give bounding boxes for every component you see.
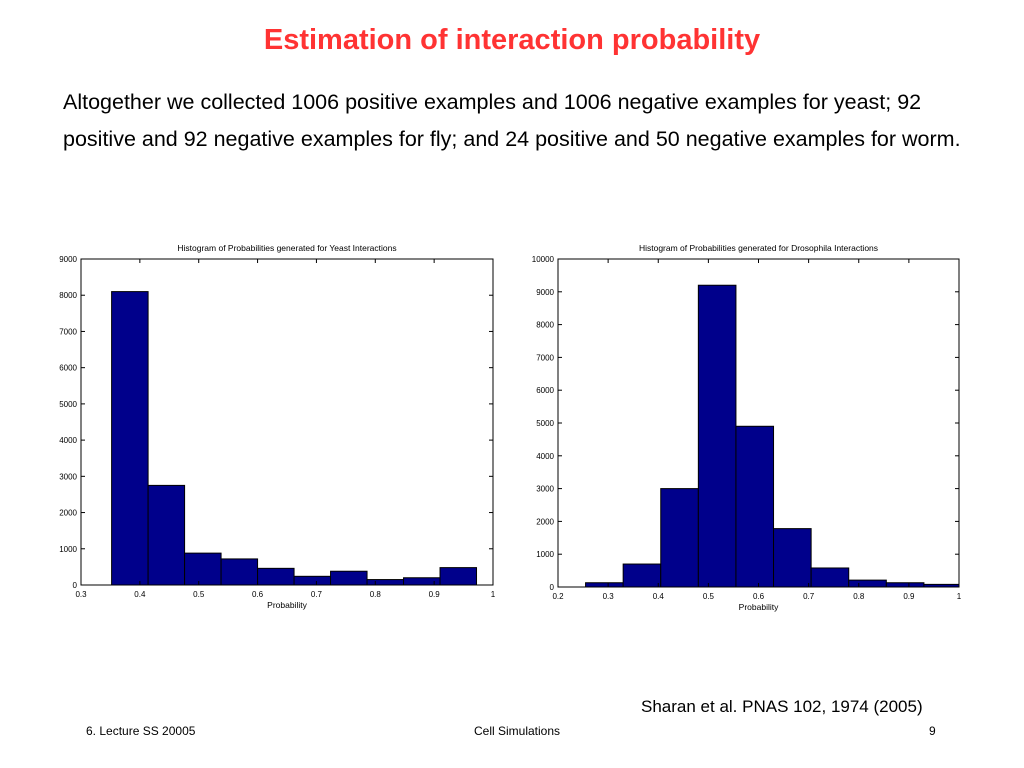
x-tick-label: 1 [491, 590, 496, 599]
histogram-bar [773, 528, 812, 588]
y-tick-label: 4000 [536, 452, 554, 461]
y-tick-label: 9000 [536, 288, 554, 297]
y-tick-label: 1000 [59, 545, 77, 554]
y-tick-label: 4000 [59, 436, 77, 445]
histogram-bar [330, 570, 368, 586]
x-tick-label: 0.7 [311, 590, 323, 599]
histogram-bar [810, 567, 850, 588]
footer-course: Cell Simulations [474, 724, 561, 738]
x-tick-label: 0.6 [753, 592, 765, 601]
y-tick-label: 1000 [536, 550, 554, 559]
histogram-bar [366, 579, 405, 586]
x-tick-label: 0.5 [193, 590, 205, 599]
drosophila-histogram: 0 1000 2000 3000 4000 5000 6000 7000 8000 9000 100… [532, 243, 962, 612]
yeast-histogram: 0 1000 2000 3000 4000 5000 6000 7000 8000 9000 0.3… [59, 243, 496, 610]
histogram-bar [147, 484, 186, 586]
footer-lecture: 6. Lecture SS 20005 [86, 724, 196, 738]
footer-page-number: 9 [929, 724, 936, 738]
histogram-bar [439, 567, 478, 586]
chart-title: Histogram of Probabilities generated for… [177, 243, 396, 253]
histogram-bar [220, 558, 259, 586]
y-tick-label: 0 [550, 583, 555, 592]
x-tick-label: 0.2 [552, 592, 564, 601]
x-axis-label: Probability [267, 600, 307, 610]
citation: Sharan et al. PNAS 102, 1974 (2005) [641, 697, 923, 716]
x-tick-label: 0.5 [703, 592, 715, 601]
x-tick-label: 0.6 [252, 590, 264, 599]
slide-title: Estimation of interaction probability [263, 24, 761, 56]
x-tick-label: 0.8 [370, 590, 382, 599]
x-tick-label: 0.4 [134, 590, 146, 599]
y-tick-label: 3000 [536, 485, 554, 494]
y-tick-label: 6000 [59, 364, 77, 373]
histogram-bar [184, 552, 222, 586]
chart-title: Histogram of Probabilities generated for… [639, 243, 878, 253]
x-tick-label: 0.3 [603, 592, 615, 601]
x-axis-label: Probability [739, 602, 779, 612]
histogram-bar [111, 291, 149, 586]
histogram-bar [697, 284, 737, 588]
y-tick-label: 0 [73, 581, 78, 590]
y-tick-label: 8000 [59, 291, 77, 300]
y-tick-label: 3000 [59, 472, 77, 481]
histogram-bar [257, 567, 295, 586]
histogram-bar [735, 425, 775, 588]
y-tick-label: 2000 [59, 509, 77, 518]
histogram-bar [660, 488, 699, 588]
y-tick-label: 6000 [536, 386, 554, 395]
x-tick-label: 0.7 [803, 592, 815, 601]
histogram-bar [293, 575, 332, 586]
histogram-bar [622, 563, 662, 588]
x-tick-label: 0.8 [853, 592, 865, 601]
histogram-bar [585, 582, 624, 588]
plot-frame [80, 258, 494, 586]
histogram-bar [848, 579, 887, 588]
x-tick-label: 0.4 [653, 592, 665, 601]
y-tick-label: 9000 [59, 255, 77, 264]
y-tick-label: 2000 [536, 517, 554, 526]
y-tick-label: 10000 [532, 255, 555, 264]
y-tick-label: 7000 [59, 327, 77, 336]
y-tick-label: 8000 [536, 321, 554, 330]
x-tick-label: 0.9 [429, 590, 441, 599]
y-tick-label: 5000 [59, 400, 77, 409]
y-tick-label: 7000 [536, 353, 554, 362]
x-tick-label: 1 [957, 592, 962, 601]
x-tick-label: 0.3 [75, 590, 87, 599]
y-tick-label: 5000 [536, 419, 554, 428]
histogram-bar [885, 582, 925, 588]
x-tick-label: 0.9 [903, 592, 915, 601]
intro-paragraph: Altogether we collected 1006 positive ex… [63, 90, 961, 151]
